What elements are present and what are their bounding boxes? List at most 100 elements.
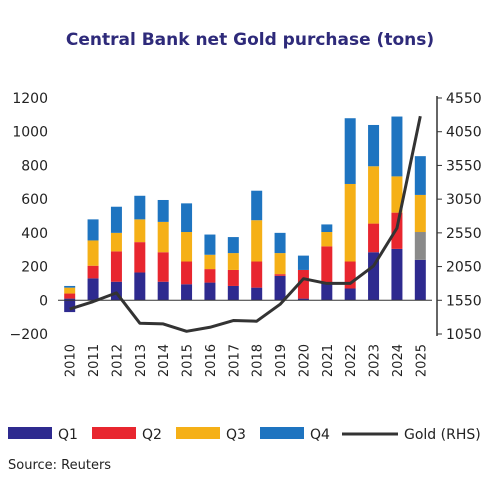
- bar-q4: [64, 285, 76, 288]
- bar-q1: [344, 288, 356, 301]
- bar-q1: [64, 298, 76, 301]
- x-tick-label: 2022: [344, 344, 359, 377]
- bar-q2: [344, 261, 356, 289]
- y2-tick-label: 4550: [446, 91, 482, 107]
- x-tick-label: 2021: [321, 344, 336, 377]
- legend-label: Gold (RHS): [404, 427, 481, 443]
- bar-q1: [368, 252, 380, 301]
- bar-q2: [181, 261, 193, 285]
- x-tick-label: 2011: [87, 344, 102, 377]
- bar-q2: [134, 242, 146, 273]
- bar-q1: [274, 275, 286, 301]
- y2-tick-label: 4050: [446, 125, 482, 141]
- bar-q2: [87, 265, 99, 279]
- bar-q3: [204, 254, 216, 270]
- y-tick-label: 1000: [12, 125, 48, 141]
- y-tick-label: 200: [21, 260, 48, 276]
- bar-q1: [297, 298, 309, 301]
- bar-q2: [157, 252, 169, 282]
- y-tick-label: 1200: [12, 91, 48, 107]
- bar-q1-grey: [414, 232, 426, 260]
- bar-q3: [64, 287, 76, 294]
- bar-q3: [227, 253, 239, 270]
- bar-q4: [274, 232, 286, 254]
- bar-q4: [297, 255, 309, 270]
- legend-swatch: [8, 427, 52, 439]
- y-tick-label: −200: [10, 327, 48, 343]
- x-tick-label: 2014: [157, 344, 172, 377]
- bar-q4: [368, 124, 380, 167]
- bar-q3: [344, 183, 356, 262]
- x-tick-label: 2012: [110, 344, 125, 377]
- bar-q3: [368, 166, 380, 224]
- y-tick-label: 800: [21, 158, 48, 174]
- bar-q4: [227, 237, 239, 254]
- x-tick-label: 2017: [227, 344, 242, 377]
- legend-swatch: [92, 427, 136, 439]
- bar-q3: [391, 176, 403, 213]
- bar-q1: [181, 284, 193, 301]
- bar-q3: [181, 232, 193, 262]
- y2-tick-label: 3050: [446, 192, 482, 208]
- x-tick-label: 2010: [64, 344, 79, 377]
- bar-q3: [134, 219, 146, 243]
- x-tick-label: 2016: [204, 344, 219, 377]
- y2-tick-label: 3550: [446, 158, 482, 174]
- chart-title: Central Bank net Gold purchase (tons): [65, 30, 435, 50]
- x-tick-label: 2024: [391, 344, 406, 377]
- bar-q1: [321, 282, 333, 301]
- legend-label: Q4: [310, 427, 330, 443]
- gold-line: [69, 115, 422, 333]
- bar-q4: [414, 156, 426, 195]
- bar-q4: [87, 219, 99, 241]
- bar-q3: [157, 221, 169, 253]
- bar-q1: [391, 248, 403, 301]
- bar-q1-negative: [64, 300, 76, 313]
- bar-q2: [110, 251, 122, 282]
- bar-q1: [87, 278, 99, 301]
- bar-q4: [344, 118, 356, 184]
- bar-q3: [87, 240, 99, 266]
- y-tick-label: 600: [21, 192, 48, 208]
- y2-tick-label: 1550: [446, 293, 482, 309]
- x-tick-label: 2013: [134, 344, 149, 377]
- bar-q2: [321, 246, 333, 283]
- bar-q1: [157, 281, 169, 301]
- x-tick-label: 2018: [251, 344, 266, 377]
- x-tick-label: 2025: [414, 344, 429, 377]
- bar-q1: [204, 282, 216, 301]
- bar-q1: [251, 287, 263, 301]
- y-tick-label: 400: [21, 226, 48, 242]
- bar-q2: [297, 269, 309, 299]
- bar-q1: [227, 285, 239, 301]
- bar-q3: [321, 232, 333, 247]
- bar-q4: [204, 234, 216, 255]
- bar-q3: [110, 232, 122, 252]
- legend-label: Q1: [58, 427, 78, 443]
- bar-q2: [274, 274, 286, 276]
- bar-q4: [157, 199, 169, 222]
- bar-q3: [414, 194, 426, 233]
- bar-q4: [321, 224, 333, 233]
- bar-q1: [414, 259, 426, 301]
- bar-q3: [274, 253, 286, 275]
- bar-q4: [110, 206, 122, 233]
- bar-q2: [227, 269, 239, 286]
- bar-q4: [251, 190, 263, 221]
- bar-q1: [110, 281, 122, 301]
- bar-q2: [204, 269, 216, 283]
- bar-q4: [134, 195, 146, 220]
- bar-q2: [251, 261, 263, 288]
- y2-tick-label: 1050: [446, 327, 482, 343]
- bar-q2: [368, 223, 380, 253]
- y2-tick-label: 2050: [446, 260, 482, 276]
- y2-tick-label: 2550: [446, 226, 482, 242]
- bar-q2: [64, 293, 76, 299]
- legend-swatch: [260, 427, 304, 439]
- legend-label: Q2: [142, 427, 162, 443]
- source-note: Source: Reuters: [8, 458, 112, 473]
- legend-swatch: [176, 427, 220, 439]
- x-tick-label: 2015: [181, 344, 196, 377]
